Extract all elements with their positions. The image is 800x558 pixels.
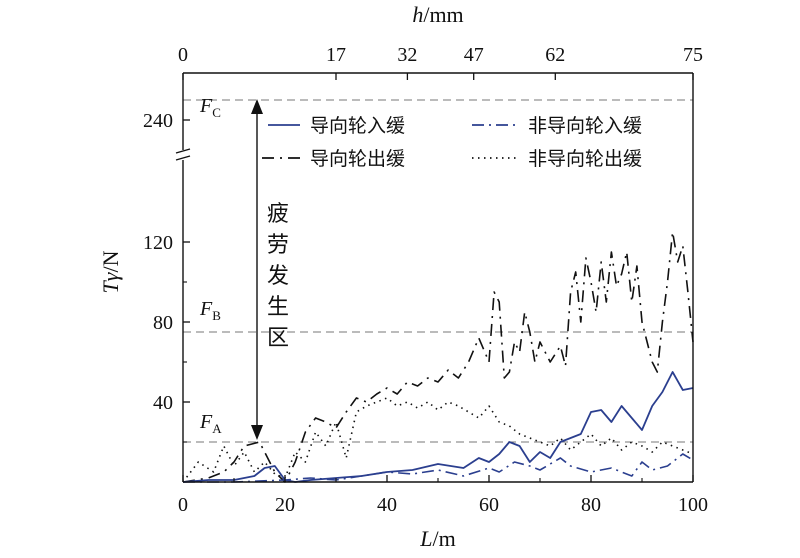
legend-item-nonguide-out: 非导向轮出缓 xyxy=(472,148,642,170)
y-tick-label-1: 80 xyxy=(153,312,173,334)
zone-char-3: 发 xyxy=(267,264,289,289)
fatigue-zone-label: 疲 劳 发 生 区 xyxy=(267,202,289,351)
x-tick-label-2: 40 xyxy=(377,494,397,516)
x-ticks: 0 20 40 60 80 100 xyxy=(178,475,708,516)
series-line-2 xyxy=(182,231,694,483)
zone-char-1: 疲 xyxy=(267,202,289,227)
x-axis-title: L/m xyxy=(419,526,455,551)
fatigue-arrow-head-down xyxy=(251,425,263,440)
top-ticks: 0 17 32 47 62 75 xyxy=(178,44,703,80)
legend-item-guide-in: 导向轮入缓 xyxy=(268,115,405,137)
legend-item-nonguide-in: 非导向轮入缓 xyxy=(472,115,642,137)
series-line-3 xyxy=(182,397,694,483)
x-tick-label-3: 60 xyxy=(479,494,499,516)
top-tick-label-1: 17 xyxy=(326,44,346,66)
fatigue-zone-arrow xyxy=(251,99,263,440)
zone-char-4: 生 xyxy=(267,295,289,320)
y-tick-label-0: 40 xyxy=(153,392,173,414)
top-tick-label-4: 62 xyxy=(545,44,565,66)
top-tick-label-2: 32 xyxy=(397,44,417,66)
x-tick-label-0: 0 xyxy=(178,494,188,516)
legend: 导向轮入缓 非导向轮入缓 导向轮出缓 非导向轮出缓 xyxy=(262,115,642,170)
top-axis-title: h/mm xyxy=(412,2,463,27)
y-tick-label-3: 240 xyxy=(143,110,173,132)
fatigue-arrow-head-up xyxy=(251,99,263,114)
top-tick-label-3: 47 xyxy=(464,44,484,66)
series-line-1 xyxy=(183,453,694,483)
legend-label-guide-in: 导向轮入缓 xyxy=(310,115,405,137)
zone-char-2: 劳 xyxy=(267,233,289,258)
threshold-lines xyxy=(183,99,693,443)
x-tick-label-5: 100 xyxy=(678,494,708,516)
threshold-labels: FC FB FA xyxy=(199,95,222,436)
legend-item-guide-out: 导向轮出缓 xyxy=(262,148,405,170)
series-layer xyxy=(182,231,694,483)
legend-label-nonguide-in: 非导向轮入缓 xyxy=(528,115,642,137)
y-tick-label-2: 120 xyxy=(143,232,173,254)
x-tick-label-1: 20 xyxy=(275,494,295,516)
threshold-label-fb: FB xyxy=(199,298,221,323)
y-ticks: 40 80 120 240 xyxy=(143,110,190,443)
x-tick-label-4: 80 xyxy=(581,494,601,516)
threshold-label-fc: FC xyxy=(199,95,221,120)
zone-char-5: 区 xyxy=(267,326,289,351)
top-tick-label-5: 75 xyxy=(683,44,703,66)
axis-break-mark-2 xyxy=(175,155,191,161)
legend-label-nonguide-out: 非导向轮出缓 xyxy=(528,148,642,170)
legend-label-guide-out: 导向轮出缓 xyxy=(310,148,405,170)
axis-break-mark-1 xyxy=(175,148,191,154)
y-axis-title: Tγ/N xyxy=(98,250,123,293)
top-tick-label-0: 0 xyxy=(178,44,188,66)
threshold-label-fa: FA xyxy=(199,411,222,436)
